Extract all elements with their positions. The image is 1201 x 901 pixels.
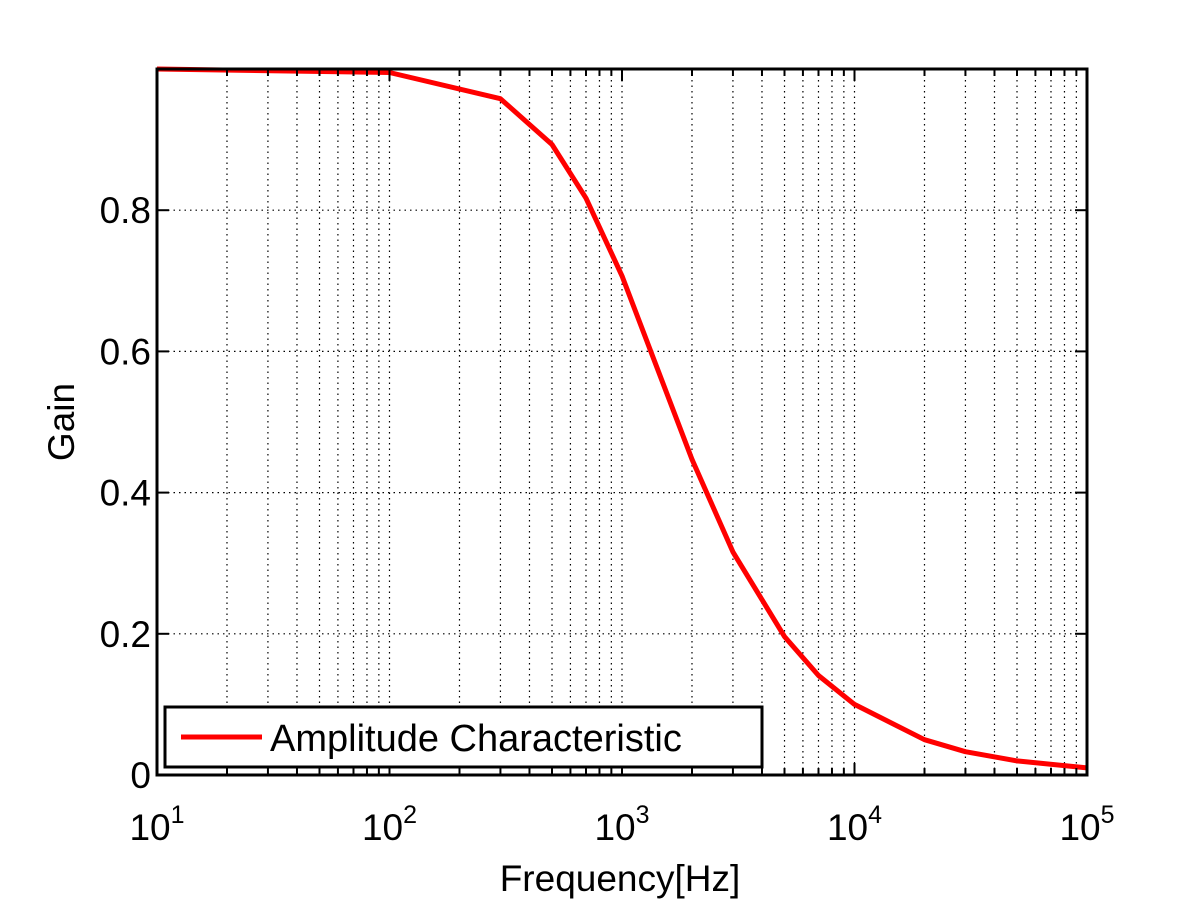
y-axis-label: Gain [41,383,82,461]
x-tick-label: 102 [362,801,417,848]
y-tick-label: 0 [130,755,151,796]
x-tick-label-exponent: 2 [403,801,417,829]
grid [157,69,1087,775]
y-tick-label: 0.4 [100,473,151,514]
x-tick-label-base: 10 [129,807,170,848]
legend-box [163,705,764,769]
x-tick-label-exponent: 1 [171,801,185,829]
x-tick-label-base: 10 [594,807,635,848]
x-tick-label-exponent: 3 [636,801,650,829]
series-layer [156,66,1088,771]
x-tick-label: 101 [129,801,184,848]
y-tick-label: 0.2 [100,614,151,655]
axis-ticks [157,69,1087,775]
y-tick-label: 0.6 [100,331,151,372]
series-line [156,66,1088,771]
legend: Amplitude Characteristic [163,705,764,769]
x-axis-label: Frequency[Hz] [500,858,741,899]
y-tick-label: 0.8 [100,190,151,231]
x-tick-label: 104 [827,801,882,848]
x-tick-label-base: 10 [1059,807,1100,848]
x-tick-label-exponent: 4 [868,801,882,829]
x-tick-label-base: 10 [827,807,868,848]
x-tick-label: 105 [1059,801,1114,848]
x-tick-label-base: 10 [362,807,403,848]
x-tick-label: 103 [594,801,649,848]
legend-label: Amplitude Characteristic [270,718,682,760]
x-tick-label-exponent: 5 [1101,801,1115,829]
